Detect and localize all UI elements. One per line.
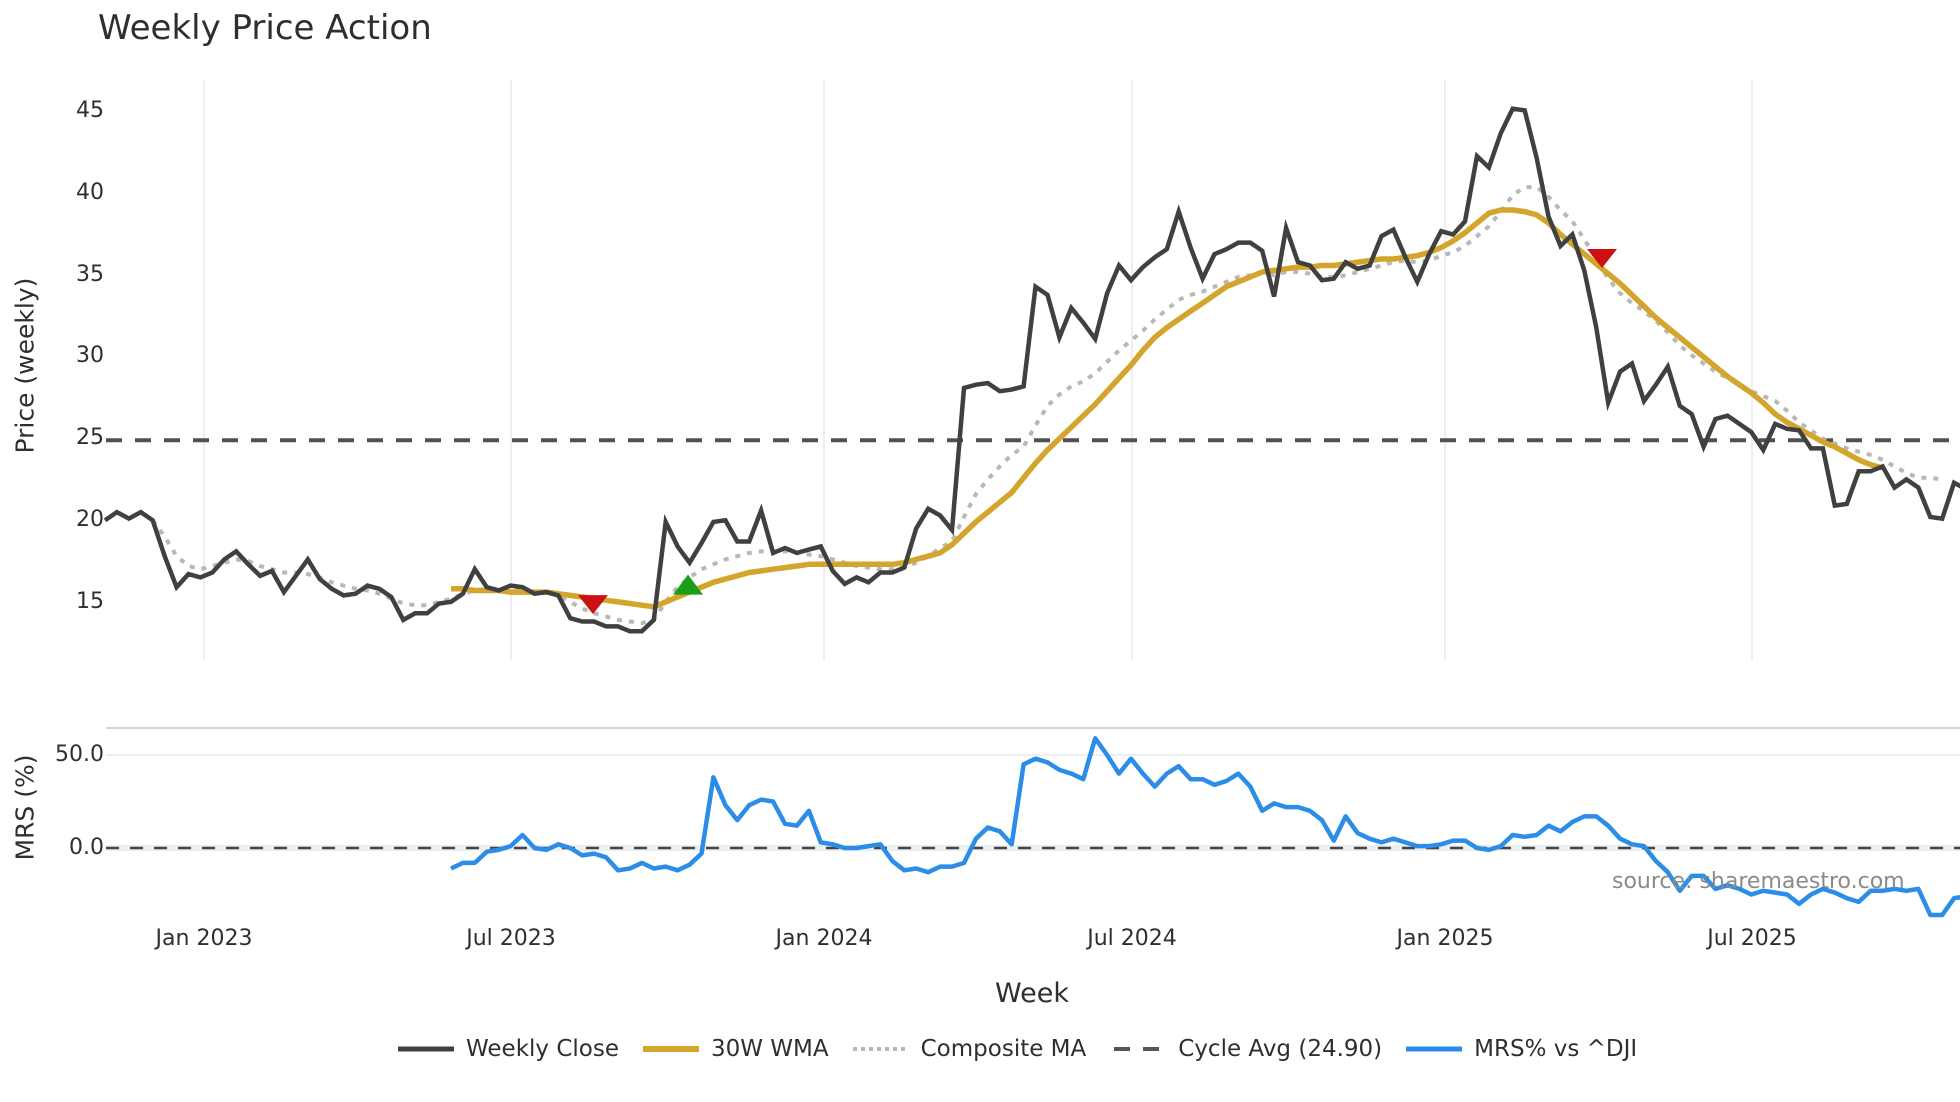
price-tick-40: 40 (76, 180, 104, 205)
solid-line-swatch-icon (641, 1039, 701, 1059)
price-tick-25: 25 (76, 425, 104, 450)
price-axis-label: Price (weekly) (10, 277, 40, 454)
solid-line-swatch-icon (1404, 1039, 1464, 1059)
x-tick-jul-2025: Jul 2025 (1707, 926, 1797, 951)
legend-item-cycle-avg[interactable]: Cycle Avg (24.90) (1108, 1036, 1382, 1062)
buy-signal-icon (673, 574, 703, 595)
mrs-line (450, 736, 1960, 918)
x-tick-jan-2023: Jan 2023 (155, 926, 253, 951)
source-watermark: source: sharemaestro.com (1612, 869, 1905, 894)
dotted-line-swatch-icon (851, 1039, 911, 1059)
price-tick-45: 45 (76, 98, 104, 123)
price-tick-20: 20 (76, 507, 104, 532)
wma-line (451, 207, 1884, 610)
mrs-tick-0: 0.0 (69, 835, 104, 860)
dashed-line-swatch-icon (1108, 1039, 1168, 1059)
legend-item-composite-ma[interactable]: Composite MA (851, 1036, 1087, 1062)
mrs-plot (106, 736, 1960, 918)
chart-title: Weekly Price Action (98, 8, 432, 48)
legend-label: 30W WMA (710, 1036, 829, 1062)
x-axis-label: Week (995, 978, 1069, 1009)
price-plot (103, 106, 1960, 634)
composite-ma-line (151, 185, 1943, 626)
legend-item-30w-wma[interactable]: 30W WMA (641, 1036, 829, 1062)
sell-signal-icon (578, 595, 608, 615)
legend-label: Composite MA (920, 1036, 1087, 1062)
x-tick-jul-2024: Jul 2024 (1087, 926, 1177, 951)
price-tick-15: 15 (76, 589, 104, 614)
solid-line-swatch-icon (396, 1039, 456, 1059)
legend-item-weekly-close[interactable]: Weekly Close (396, 1036, 619, 1062)
weekly-close-line (103, 106, 1960, 634)
sell-signal-icon (1587, 248, 1617, 268)
x-tick-jul-2023: Jul 2023 (466, 926, 556, 951)
legend: Weekly Close 30W WMA Composite MA Cycle … (396, 1036, 1659, 1062)
price-tick-30: 30 (76, 343, 104, 368)
legend-label: MRS% vs ^DJI (1474, 1036, 1638, 1062)
legend-label: Cycle Avg (24.90) (1178, 1036, 1383, 1062)
price-tick-35: 35 (76, 262, 104, 287)
mrs-tick-50: 50.0 (55, 742, 104, 767)
legend-label: Weekly Close (466, 1036, 619, 1062)
x-tick-jan-2024: Jan 2024 (775, 926, 873, 951)
mrs-axis-label: MRS (%) (10, 754, 40, 861)
legend-item-mrs[interactable]: MRS% vs ^DJI (1404, 1036, 1637, 1062)
x-tick-jan-2025: Jan 2025 (1396, 926, 1494, 951)
